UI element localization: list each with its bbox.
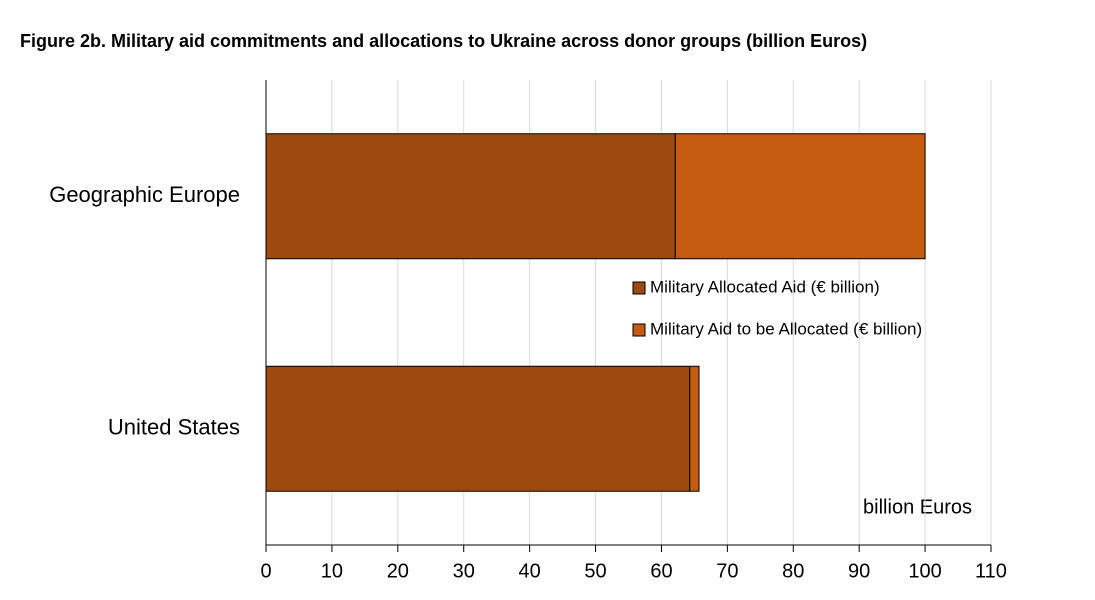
legend-swatch bbox=[632, 281, 646, 295]
chart-title: Figure 2b. Military aid commitments and … bbox=[20, 31, 867, 51]
bar-segment bbox=[674, 133, 926, 260]
x-tick-label: 110 bbox=[975, 560, 1007, 582]
x-tick-label: 30 bbox=[453, 560, 475, 582]
x-tick-label: 50 bbox=[584, 560, 606, 582]
x-tick-label: 90 bbox=[848, 560, 870, 582]
bar-segment bbox=[265, 365, 691, 492]
bar-segment bbox=[265, 133, 676, 260]
x-tick-label: 70 bbox=[716, 560, 738, 582]
legend-label: Military Allocated Aid (€ billion) bbox=[650, 277, 880, 296]
x-tick-label: 20 bbox=[387, 560, 409, 582]
x-tick-label: 60 bbox=[650, 560, 672, 582]
legend-label: Military Aid to be Allocated (€ billion) bbox=[650, 319, 922, 338]
x-tick-label: 100 bbox=[908, 560, 941, 582]
x-tick-label: 0 bbox=[260, 560, 271, 582]
x-axis-label: billion Euros bbox=[863, 496, 972, 518]
legend-swatch bbox=[632, 323, 646, 337]
bar-segment bbox=[689, 365, 700, 492]
x-tick-label: 40 bbox=[519, 560, 541, 582]
x-tick-label: 10 bbox=[321, 560, 343, 582]
y-tick-label: United States bbox=[108, 415, 240, 440]
y-tick-label: Geographic Europe bbox=[49, 182, 240, 207]
x-tick-label: 80 bbox=[782, 560, 804, 582]
